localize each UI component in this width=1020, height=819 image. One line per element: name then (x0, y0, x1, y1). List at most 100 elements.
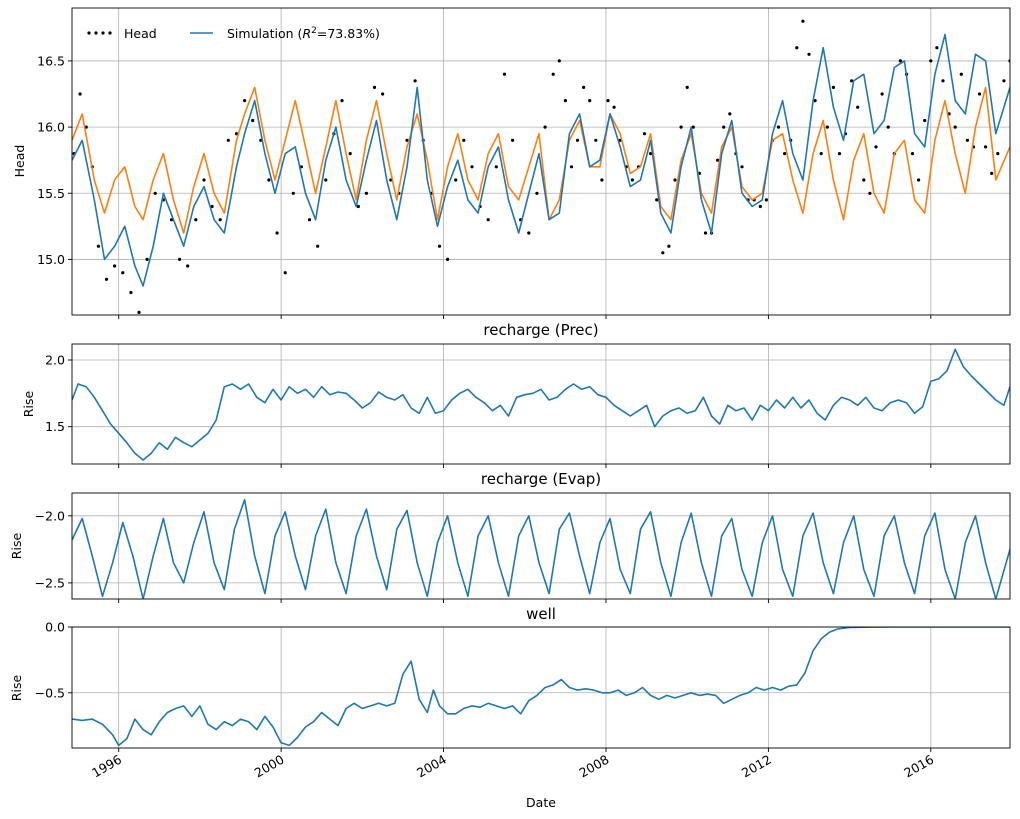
head-point (543, 125, 547, 129)
yticks-well: −0.5 0.0 (35, 620, 72, 700)
head-point (588, 99, 592, 103)
head-point (898, 59, 903, 63)
ytick-label: 2.0 (45, 353, 65, 368)
head-point (655, 198, 659, 202)
head-point (868, 191, 872, 195)
xticks-recharge-prec (118, 464, 932, 468)
head-point (356, 204, 360, 209)
head-point (348, 152, 352, 156)
head-point (996, 152, 1000, 156)
yticks-recharge-evap: −2.5 −2.0 (35, 508, 72, 590)
series-line-recharge-evap-0 (72, 498, 1010, 599)
panel-well: well −0.5 0.0 1996 2000 2004 2008 2012 2016 Ri… (9, 605, 1011, 810)
legend-simulation-sup: 2 (311, 26, 317, 36)
head-point (941, 79, 945, 83)
head-point (923, 118, 927, 123)
legend-entry-head: Head (87, 26, 157, 41)
ytick-label: 15.0 (37, 252, 65, 267)
head-point (446, 257, 450, 261)
head-point (783, 152, 787, 156)
head-point (470, 165, 474, 169)
head-point (606, 99, 610, 103)
axes-frame-head (71, 7, 1011, 316)
title-recharge-prec: recharge (Prec) (483, 321, 598, 339)
head-point (307, 218, 312, 222)
head-point (494, 165, 498, 169)
head-point (594, 138, 598, 142)
head-point (917, 178, 921, 182)
head-point (825, 125, 829, 129)
head-point (679, 125, 683, 129)
head-point (575, 138, 580, 142)
head-point (527, 231, 531, 235)
series-recharge-evap (72, 498, 1010, 599)
series-line-head-1 (72, 86, 1010, 234)
head-point (630, 178, 635, 182)
panel-recharge-prec: recharge (Prec) 1.5 2.0 Rise (21, 321, 1011, 468)
head-point (667, 244, 671, 248)
head-point (551, 72, 555, 76)
ytick-label: 15.5 (37, 186, 65, 201)
xticks-recharge-evap (118, 599, 932, 603)
head-point (218, 218, 222, 222)
head-point (600, 178, 604, 182)
head-point (291, 191, 295, 195)
xtick-label: 2016 (901, 752, 936, 781)
head-point (831, 85, 836, 89)
head-point (990, 171, 994, 175)
head-point (874, 145, 878, 149)
head-point (194, 218, 198, 222)
head-point (340, 99, 344, 103)
head-point (153, 191, 157, 195)
head-point (267, 178, 271, 182)
xtick-label: 2012 (739, 752, 774, 781)
head-point (935, 46, 939, 50)
head-point (364, 191, 368, 195)
head-point (612, 105, 616, 109)
head-point (758, 204, 762, 209)
series-well (72, 627, 1010, 747)
ylabel-head: Head (12, 145, 27, 178)
head-point (226, 138, 230, 142)
xticks-well: 1996 2000 2004 2008 2012 2016 (89, 748, 936, 781)
head-point (129, 290, 133, 295)
head-point (251, 118, 255, 123)
title-recharge-evap: recharge (Evap) (481, 470, 601, 488)
head-point (96, 244, 100, 248)
head-point (862, 178, 866, 182)
ytick-label: 0.0 (45, 620, 65, 635)
xticks-head (118, 315, 932, 319)
head-point (454, 178, 458, 182)
head-point (764, 198, 769, 202)
head-point (984, 145, 988, 149)
head-point (673, 178, 677, 182)
ylabel-recharge-prec: Rise (21, 391, 36, 418)
head-point (137, 310, 141, 314)
head-point (145, 257, 149, 261)
head-point (486, 218, 490, 222)
head-point (716, 158, 720, 162)
head-point (104, 277, 109, 281)
head-point (837, 152, 842, 156)
head-point (959, 72, 963, 76)
head-point (563, 99, 568, 103)
head-point (801, 19, 805, 23)
head-point (405, 138, 409, 142)
grid-recharge-prec (72, 344, 1010, 464)
xtick-label: 2000 (252, 752, 287, 781)
ytick-label: −2.5 (35, 575, 65, 590)
xtick-label: 1996 (89, 752, 124, 781)
legend: Head Simulation (R2=73.83%) (87, 26, 380, 41)
ylabel-well: Rise (9, 675, 24, 702)
head-point (965, 138, 970, 142)
ytick-label: 16.5 (37, 53, 65, 68)
ytick-label: −2.0 (35, 508, 65, 523)
head-point (283, 271, 287, 275)
head-point (169, 218, 174, 222)
legend-simulation-suffix: =73.83%) (317, 26, 380, 41)
head-point (275, 231, 279, 235)
title-well: well (526, 605, 556, 623)
head-point (1002, 79, 1006, 83)
head-point (910, 152, 915, 156)
